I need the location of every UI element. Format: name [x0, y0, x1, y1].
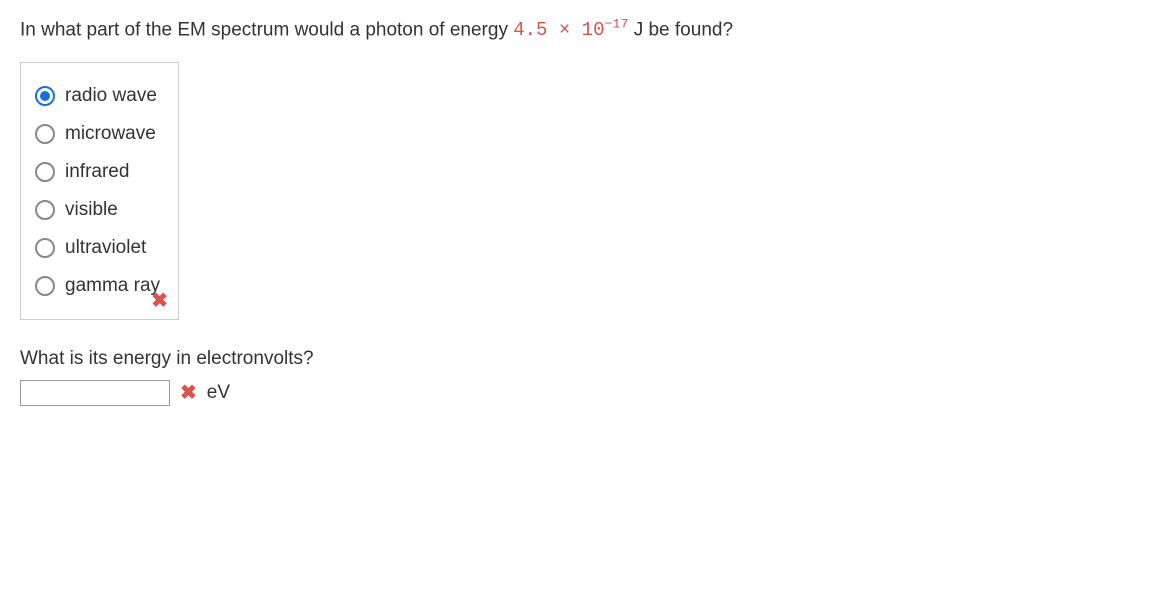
coeff: 4.5	[513, 19, 547, 41]
unit-label: eV	[207, 382, 230, 404]
option-ultraviolet[interactable]: ultraviolet	[35, 229, 160, 267]
energy-value: 4.5 × 10−17	[513, 19, 628, 41]
option-infrared[interactable]: infrared	[35, 153, 160, 191]
question-prefix: In what part of the EM spectrum would a …	[20, 19, 513, 40]
radio-icon	[35, 238, 55, 258]
option-label: microwave	[65, 123, 156, 145]
option-label: ultraviolet	[65, 237, 146, 259]
option-gamma-ray[interactable]: gamma ray	[35, 267, 160, 305]
option-radio-wave[interactable]: radio wave	[35, 77, 160, 115]
times: ×	[547, 19, 581, 41]
option-label: radio wave	[65, 85, 157, 107]
energy-input[interactable]	[20, 380, 170, 406]
option-label: gamma ray	[65, 275, 160, 297]
radio-icon	[35, 276, 55, 296]
exponent: −17	[604, 17, 628, 32]
incorrect-icon: ✖	[151, 291, 168, 311]
base: 10	[582, 19, 605, 41]
option-visible[interactable]: visible	[35, 191, 160, 229]
question-suffix: J be found?	[628, 19, 733, 40]
followup-question: What is its energy in electronvolts?	[20, 348, 1138, 370]
radio-icon	[35, 200, 55, 220]
answer-row: ✖ eV	[20, 380, 1138, 406]
radio-icon	[35, 162, 55, 182]
options-group: radio wave microwave infrared visible ul…	[20, 62, 179, 320]
option-label: visible	[65, 199, 118, 221]
option-microwave[interactable]: microwave	[35, 115, 160, 153]
question-text: In what part of the EM spectrum would a …	[20, 16, 1138, 44]
option-label: infrared	[65, 161, 129, 183]
incorrect-icon: ✖	[180, 380, 197, 405]
radio-icon	[35, 124, 55, 144]
radio-icon	[35, 86, 55, 106]
